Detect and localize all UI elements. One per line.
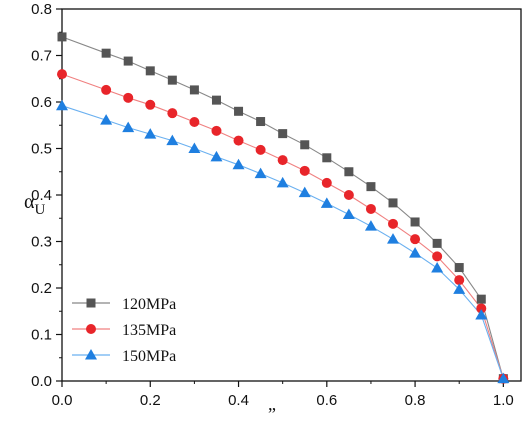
series-markers xyxy=(56,32,510,384)
data-point-150MPa xyxy=(431,262,444,273)
x-axis-ticks: 0.0 0.2 0.4 0.6 0.8 1.0 xyxy=(52,381,514,409)
x-tick-label: 0.8 xyxy=(405,392,426,409)
data-point-135MPa xyxy=(432,251,443,262)
data-point-120MPa xyxy=(123,56,133,66)
data-point-135MPa xyxy=(454,275,465,286)
y-axis-ticks: 0.0 0.1 0.2 0.3 0.4 0.5 0.6 0.7 0.8 xyxy=(31,1,62,390)
y-tick-label: 0.1 xyxy=(31,327,52,344)
data-point-135MPa xyxy=(321,177,332,188)
data-point-150MPa xyxy=(232,158,245,170)
x-axis-label: ” xyxy=(268,404,276,421)
legend-label: 150MPa xyxy=(122,348,176,365)
data-point-150MPa xyxy=(342,208,355,220)
data-point-120MPa xyxy=(57,32,67,42)
legend-marker xyxy=(86,324,96,334)
data-point-120MPa xyxy=(454,263,464,273)
data-point-120MPa xyxy=(189,85,199,95)
y-tick-label: 0.6 xyxy=(31,94,52,111)
data-point-150MPa xyxy=(497,372,510,384)
legend-label: 135MPa xyxy=(122,322,176,339)
y-tick-label: 0.7 xyxy=(31,48,52,65)
x-tick-label: 0.6 xyxy=(316,392,337,409)
data-point-150MPa xyxy=(409,247,422,258)
y-tick-label: 0.8 xyxy=(31,1,52,18)
y-tick-label: 0.5 xyxy=(31,141,52,158)
data-point-120MPa xyxy=(300,140,310,150)
x-tick-label: 0.0 xyxy=(52,392,73,409)
data-point-120MPa xyxy=(211,95,221,105)
data-point-150MPa xyxy=(254,167,267,179)
data-point-120MPa xyxy=(145,66,155,76)
data-point-120MPa xyxy=(344,167,354,177)
data-point-150MPa xyxy=(100,114,113,125)
data-point-135MPa xyxy=(57,69,67,80)
data-point-120MPa xyxy=(410,217,420,227)
data-point-135MPa xyxy=(233,135,244,146)
data-point-135MPa xyxy=(101,84,112,95)
data-point-120MPa xyxy=(366,182,376,192)
data-point-135MPa xyxy=(388,218,399,229)
data-point-135MPa xyxy=(167,108,178,119)
data-point-120MPa xyxy=(234,106,244,116)
data-point-135MPa xyxy=(145,99,156,110)
data-point-150MPa xyxy=(298,186,311,198)
legend: 120MPa 135MPa 150MPa xyxy=(72,296,176,365)
data-point-135MPa xyxy=(211,125,222,136)
y-tick-label: 0.2 xyxy=(31,280,52,297)
data-point-150MPa xyxy=(276,176,289,188)
data-point-135MPa xyxy=(476,303,487,314)
data-point-150MPa xyxy=(475,308,488,320)
data-point-135MPa xyxy=(277,155,288,166)
y-axis-label-main: α xyxy=(24,191,35,213)
legend-label: 120MPa xyxy=(122,296,176,313)
data-point-150MPa xyxy=(364,220,377,231)
data-point-150MPa xyxy=(320,197,333,208)
data-point-120MPa xyxy=(432,238,442,248)
data-point-150MPa xyxy=(453,283,466,294)
data-point-120MPa xyxy=(278,129,288,139)
y-axis-label: αU xyxy=(24,191,45,218)
x-tick-label: 0.2 xyxy=(140,392,161,409)
data-point-150MPa xyxy=(188,142,201,153)
data-point-135MPa xyxy=(299,165,310,176)
y-tick-label: 0.0 xyxy=(31,373,52,390)
y-tick-label: 0.4 xyxy=(31,187,52,204)
data-point-120MPa xyxy=(322,153,332,163)
x-tick-label: 1.0 xyxy=(493,392,514,409)
data-point-120MPa xyxy=(167,75,177,85)
legend-marker xyxy=(86,298,96,308)
data-point-150MPa xyxy=(144,128,157,139)
y-tick-label: 0.3 xyxy=(31,234,52,251)
data-point-135MPa xyxy=(189,116,200,127)
y-axis-label-sub: U xyxy=(34,202,45,218)
data-point-135MPa xyxy=(410,234,421,245)
legend-marker xyxy=(85,349,97,360)
data-point-120MPa xyxy=(101,48,111,58)
x-tick-label: 0.4 xyxy=(228,392,249,409)
data-point-150MPa xyxy=(387,233,400,244)
data-point-135MPa xyxy=(123,92,134,103)
data-point-150MPa xyxy=(122,121,135,133)
data-point-150MPa xyxy=(210,150,223,162)
data-point-120MPa xyxy=(256,117,266,127)
data-point-135MPa xyxy=(365,203,376,214)
data-point-120MPa xyxy=(476,294,486,304)
data-point-135MPa xyxy=(343,190,354,200)
data-point-150MPa xyxy=(56,99,68,111)
data-point-120MPa xyxy=(388,198,398,208)
data-point-135MPa xyxy=(255,144,266,155)
data-point-150MPa xyxy=(166,134,179,146)
